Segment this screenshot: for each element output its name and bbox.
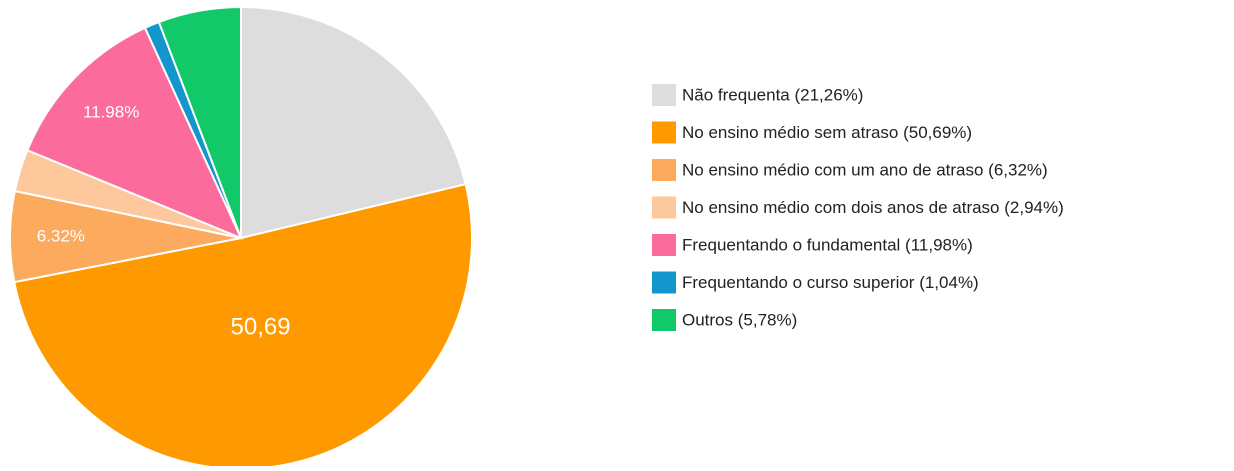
pie-slice [240,5,467,240]
legend-label: Frequentando o curso superior (1,04%) [682,273,979,292]
legend-label: No ensino médio com dois anos de atraso … [682,198,1064,217]
legend-label: Outros (5,78%) [682,310,797,329]
pie-slice [26,26,243,240]
legend-swatch [652,309,676,331]
data-label: 11.98% [83,103,139,122]
legend-label: Não frequenta (21,26%) [682,85,863,104]
legend-label: No ensino médio sem atraso (50,69%) [682,123,972,142]
legend-label: Frequentando o fundamental (11,98%) [682,235,973,254]
legend-swatch [652,271,676,294]
data-label: 6.32% [37,226,85,245]
legend-swatch [652,196,676,219]
legend-swatch [652,234,676,256]
data-label: 50,69 [231,314,291,341]
legend-swatch [652,84,676,106]
pie-slice [157,5,242,239]
legend-swatch [652,159,676,181]
pie-slice [13,182,473,470]
legend-swatch [652,121,676,144]
legend-label: No ensino médio com um ano de atraso (6,… [682,160,1048,179]
